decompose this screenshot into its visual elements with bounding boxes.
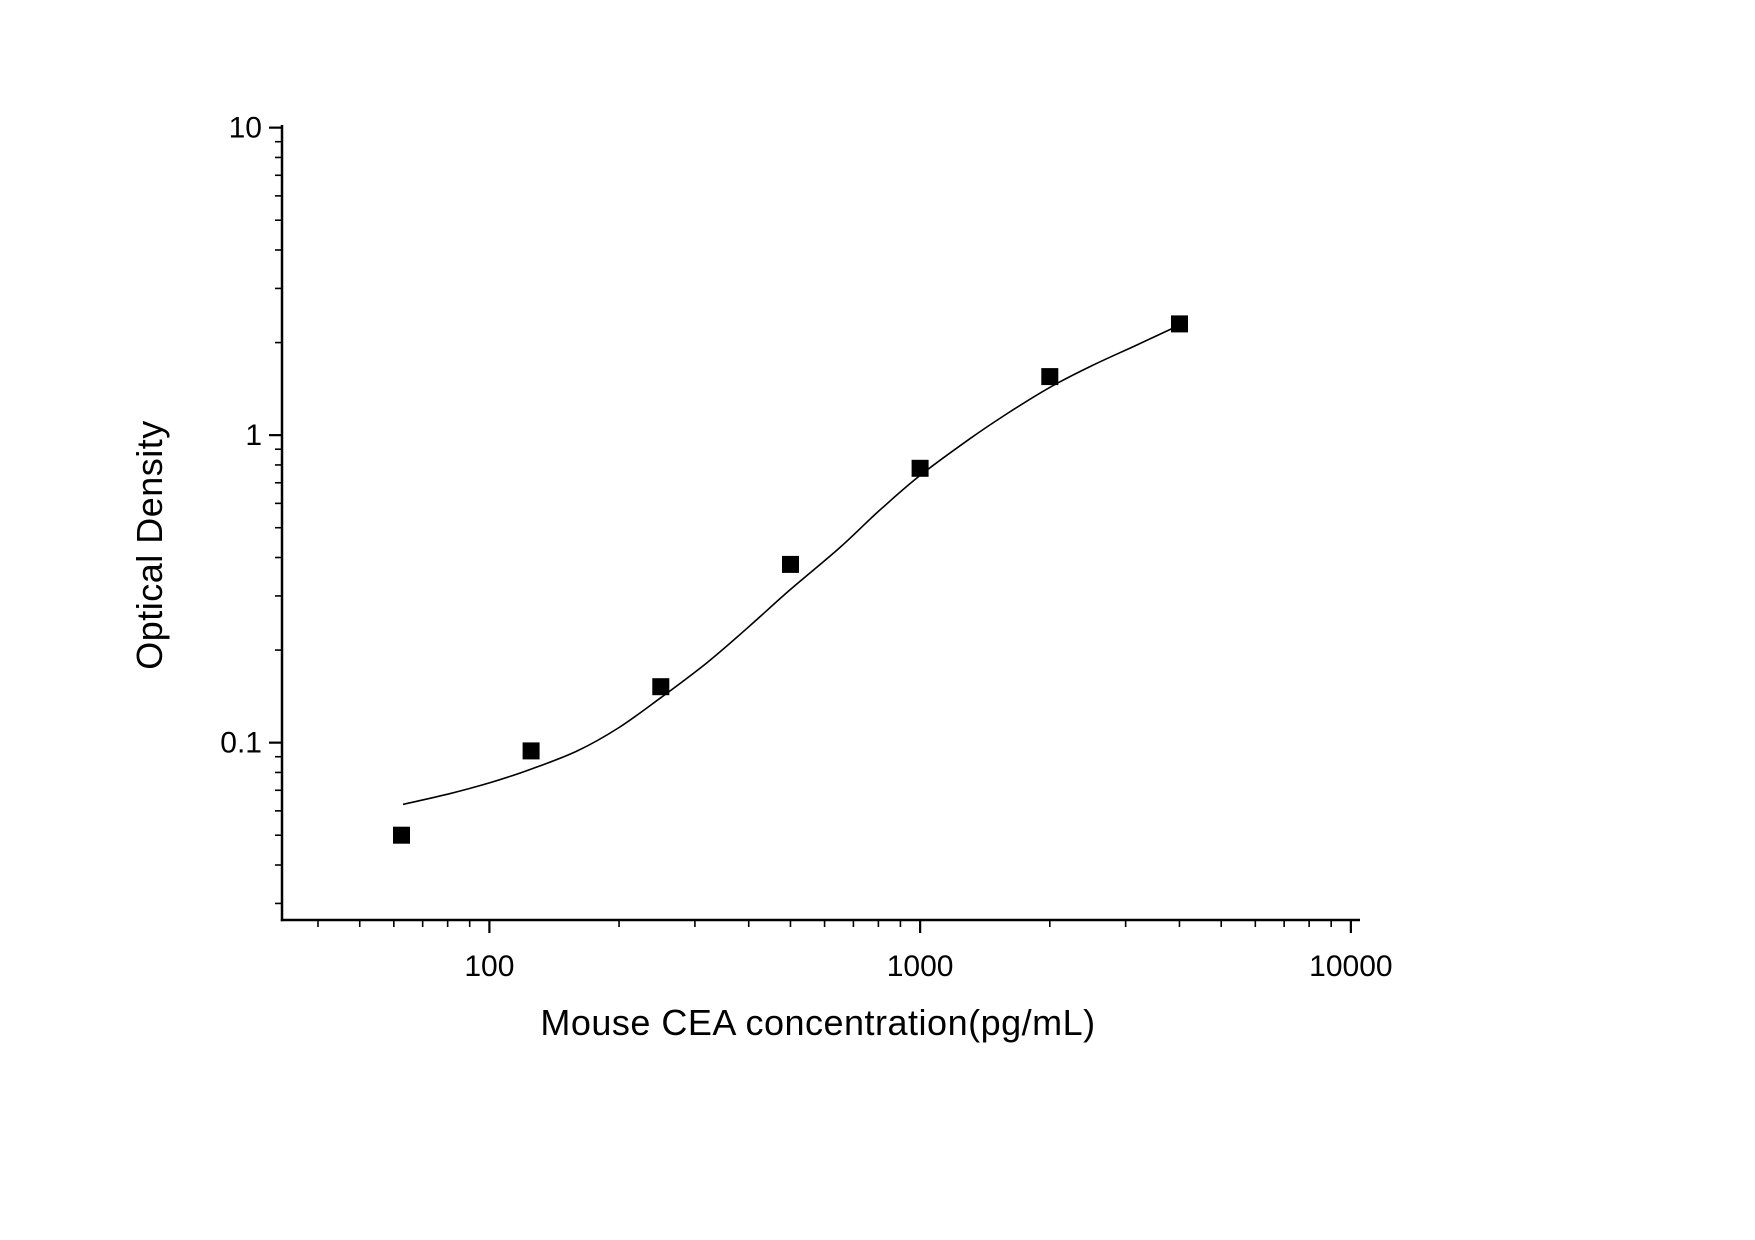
y-tick-label: 10 bbox=[229, 112, 262, 145]
fit-curve bbox=[402, 324, 1180, 806]
data-point bbox=[522, 742, 540, 760]
data-point bbox=[911, 459, 929, 477]
data-point bbox=[1041, 368, 1059, 386]
y-tick-label: 0.1 bbox=[220, 727, 262, 760]
x-tick-label: 10000 bbox=[1309, 950, 1392, 983]
y-tick-label: 1 bbox=[245, 419, 262, 452]
data-point bbox=[1171, 315, 1188, 333]
y-axis-title: Optical Density bbox=[129, 420, 170, 670]
data-point bbox=[782, 555, 799, 573]
data-point bbox=[652, 678, 670, 696]
x-tick-label: 100 bbox=[464, 950, 514, 983]
x-axis-title: Mouse CEA concentration(pg/mL) bbox=[540, 1002, 1096, 1043]
data-point bbox=[393, 826, 410, 844]
x-tick-label: 1000 bbox=[887, 950, 954, 983]
